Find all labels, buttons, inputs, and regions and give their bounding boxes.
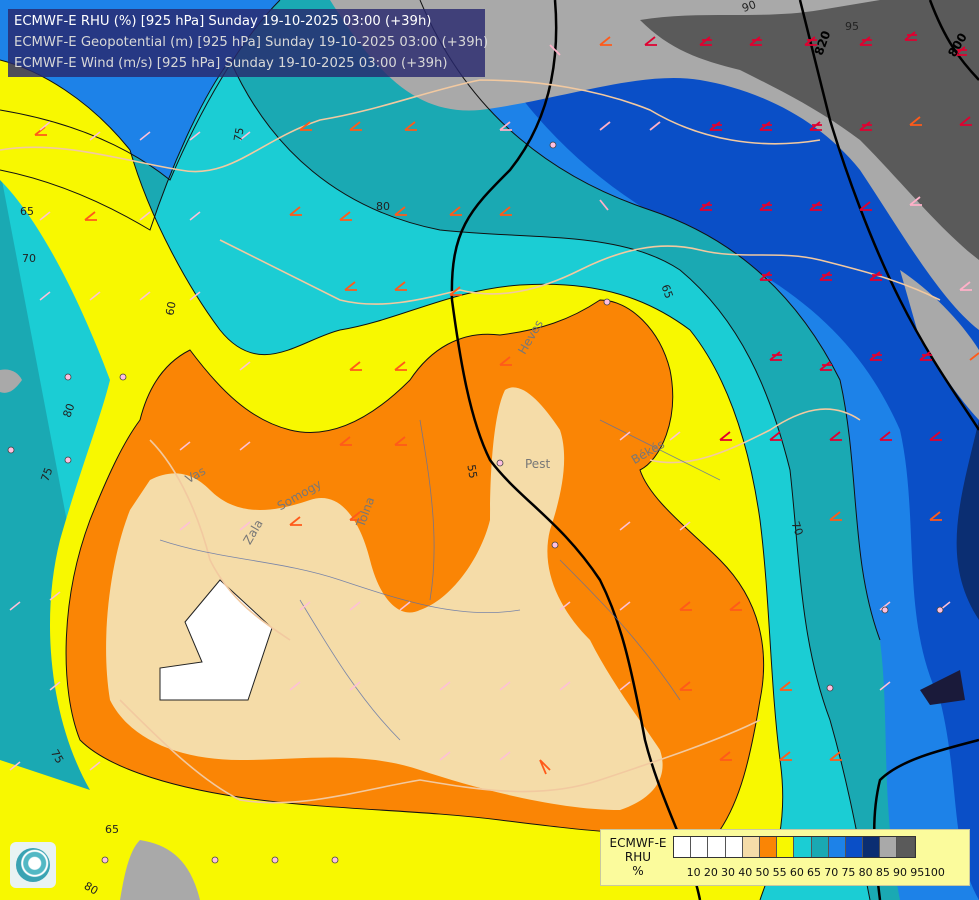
legend-tick-label: 80 xyxy=(858,866,873,879)
legend-swatch xyxy=(845,837,864,857)
legend-tick-label: 10 xyxy=(686,866,701,879)
contour-label: 65 xyxy=(20,205,34,218)
title-wind: ECMWF-E Wind (m/s) [925 hPa] Sunday 19-1… xyxy=(14,56,448,71)
legend-unit: % xyxy=(632,864,644,878)
legend-color-bar xyxy=(673,836,916,858)
wind-barbs-light xyxy=(9,121,951,771)
legend-tick-label: 40 xyxy=(738,866,753,879)
band-50 xyxy=(106,387,663,810)
legend-tick-label: 90 xyxy=(893,866,908,879)
contour-label: 75 xyxy=(231,126,247,143)
contour-label: 60 xyxy=(163,300,179,317)
map-title-panel: ECMWF-E RHU (%) [925 hPa] Sunday 19-10-2… xyxy=(8,9,489,77)
band-95-right xyxy=(920,670,965,705)
legend-swatch xyxy=(828,837,846,857)
legend-tick-label: 65 xyxy=(807,866,822,879)
legend-label: ECMWF-E RHU % xyxy=(607,836,669,878)
legend-swatch xyxy=(708,837,726,857)
geopotential-lines xyxy=(450,0,979,900)
country-borders xyxy=(0,79,941,804)
rh-contour-lines xyxy=(0,0,881,900)
legend-tick-label: 20 xyxy=(703,866,718,879)
contour-label: 55 xyxy=(464,463,480,480)
legend-ticks: 10 20 30 40 50 55 60 65 70 75 80 85 90 95 100 xyxy=(673,866,973,880)
legend-swatch xyxy=(725,837,743,857)
place-label: Pest xyxy=(525,457,551,471)
band-95-upper xyxy=(640,0,979,260)
contour-label: 70 xyxy=(22,252,36,265)
band-90-right xyxy=(900,270,979,420)
station-points xyxy=(7,141,944,864)
contour-label: 80 xyxy=(376,200,390,213)
legend-tick-label: 55 xyxy=(772,866,787,879)
legend-swatch xyxy=(759,837,778,857)
swirl-icon xyxy=(16,848,50,882)
legend-variable: RHU xyxy=(624,850,652,864)
legend-swatch xyxy=(742,837,760,857)
contour-label: 65 xyxy=(105,823,119,836)
band-90-left xyxy=(0,369,22,393)
legend-swatch xyxy=(811,837,829,857)
legend-tick-label: 100 xyxy=(923,866,945,879)
admin-lines xyxy=(159,419,721,741)
legend-source: ECMWF-E xyxy=(609,836,667,850)
legend-tick-label: 70 xyxy=(824,866,839,879)
legend-tick-label: 50 xyxy=(755,866,770,879)
legend-swatch xyxy=(897,837,915,857)
ecmwf-logo xyxy=(10,842,56,888)
contour-label: 95 xyxy=(845,20,859,33)
legend-tick-label: 75 xyxy=(841,866,856,879)
wind-barbs xyxy=(34,31,979,775)
band-90-bottom xyxy=(120,840,200,900)
legend-swatch xyxy=(777,837,795,857)
legend-swatch xyxy=(880,837,898,857)
legend-tick-label: 30 xyxy=(721,866,736,879)
legend-tick-label: 60 xyxy=(789,866,804,879)
title-geopotential: ECMWF-E Geopotential (m) [925 hPa] Sunda… xyxy=(14,35,489,50)
legend-swatch xyxy=(691,837,709,857)
legend-swatch xyxy=(863,837,881,857)
legend-swatch xyxy=(794,837,812,857)
legend-tick-label: 85 xyxy=(875,866,890,879)
title-rhu: ECMWF-E RHU (%) [925 hPa] Sunday 19-10-2… xyxy=(14,14,432,29)
legend-tick-label: 95 xyxy=(910,866,925,879)
legend-swatch xyxy=(674,837,692,857)
color-legend: ECMWF-E RHU % 10 20 30 40 50 55 60 65 70 75 80 85 90… xyxy=(600,829,970,886)
